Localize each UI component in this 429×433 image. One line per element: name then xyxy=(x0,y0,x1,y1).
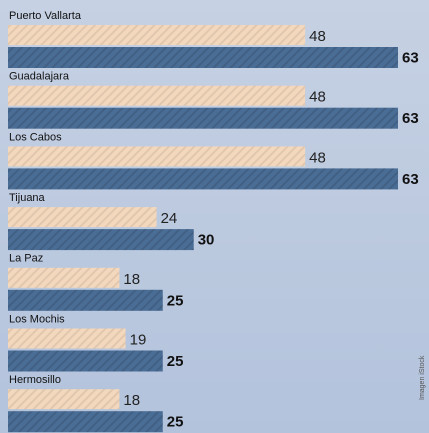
category-label: Los Mochis xyxy=(9,313,65,325)
bar xyxy=(8,229,194,251)
bar xyxy=(8,25,306,45)
value-label: 18 xyxy=(123,271,140,288)
category-label: Hermosillo xyxy=(9,374,61,386)
value-label: 48 xyxy=(309,89,326,106)
value-label: 24 xyxy=(161,210,178,227)
category-label: Puerto Vallarta xyxy=(9,10,82,22)
value-label: 25 xyxy=(167,353,184,370)
bar xyxy=(8,47,398,68)
value-label: 63 xyxy=(402,171,419,188)
category-label: La Paz xyxy=(9,253,43,265)
bar xyxy=(8,350,163,372)
value-label: 18 xyxy=(123,392,140,409)
bar xyxy=(8,389,120,410)
bar xyxy=(8,146,306,167)
value-label: 63 xyxy=(402,49,419,66)
bar xyxy=(8,85,306,106)
credit: Imagen iStock xyxy=(419,355,426,400)
value-label: 19 xyxy=(130,331,147,348)
category-label: Tijuana xyxy=(9,192,46,204)
value-label: 30 xyxy=(198,232,215,249)
value-label: 48 xyxy=(309,149,326,166)
bar xyxy=(8,328,126,349)
value-label: 63 xyxy=(402,110,419,127)
value-label: 48 xyxy=(309,28,326,45)
bar xyxy=(8,411,163,433)
bar xyxy=(8,168,398,190)
bar xyxy=(8,267,120,288)
value-label: 25 xyxy=(167,414,184,431)
category-label: Guadalajara xyxy=(9,71,70,83)
value-label: 25 xyxy=(167,292,184,309)
category-label: Los Cabos xyxy=(9,131,62,143)
bar xyxy=(8,289,163,311)
bar xyxy=(8,207,157,228)
bar xyxy=(8,107,398,129)
